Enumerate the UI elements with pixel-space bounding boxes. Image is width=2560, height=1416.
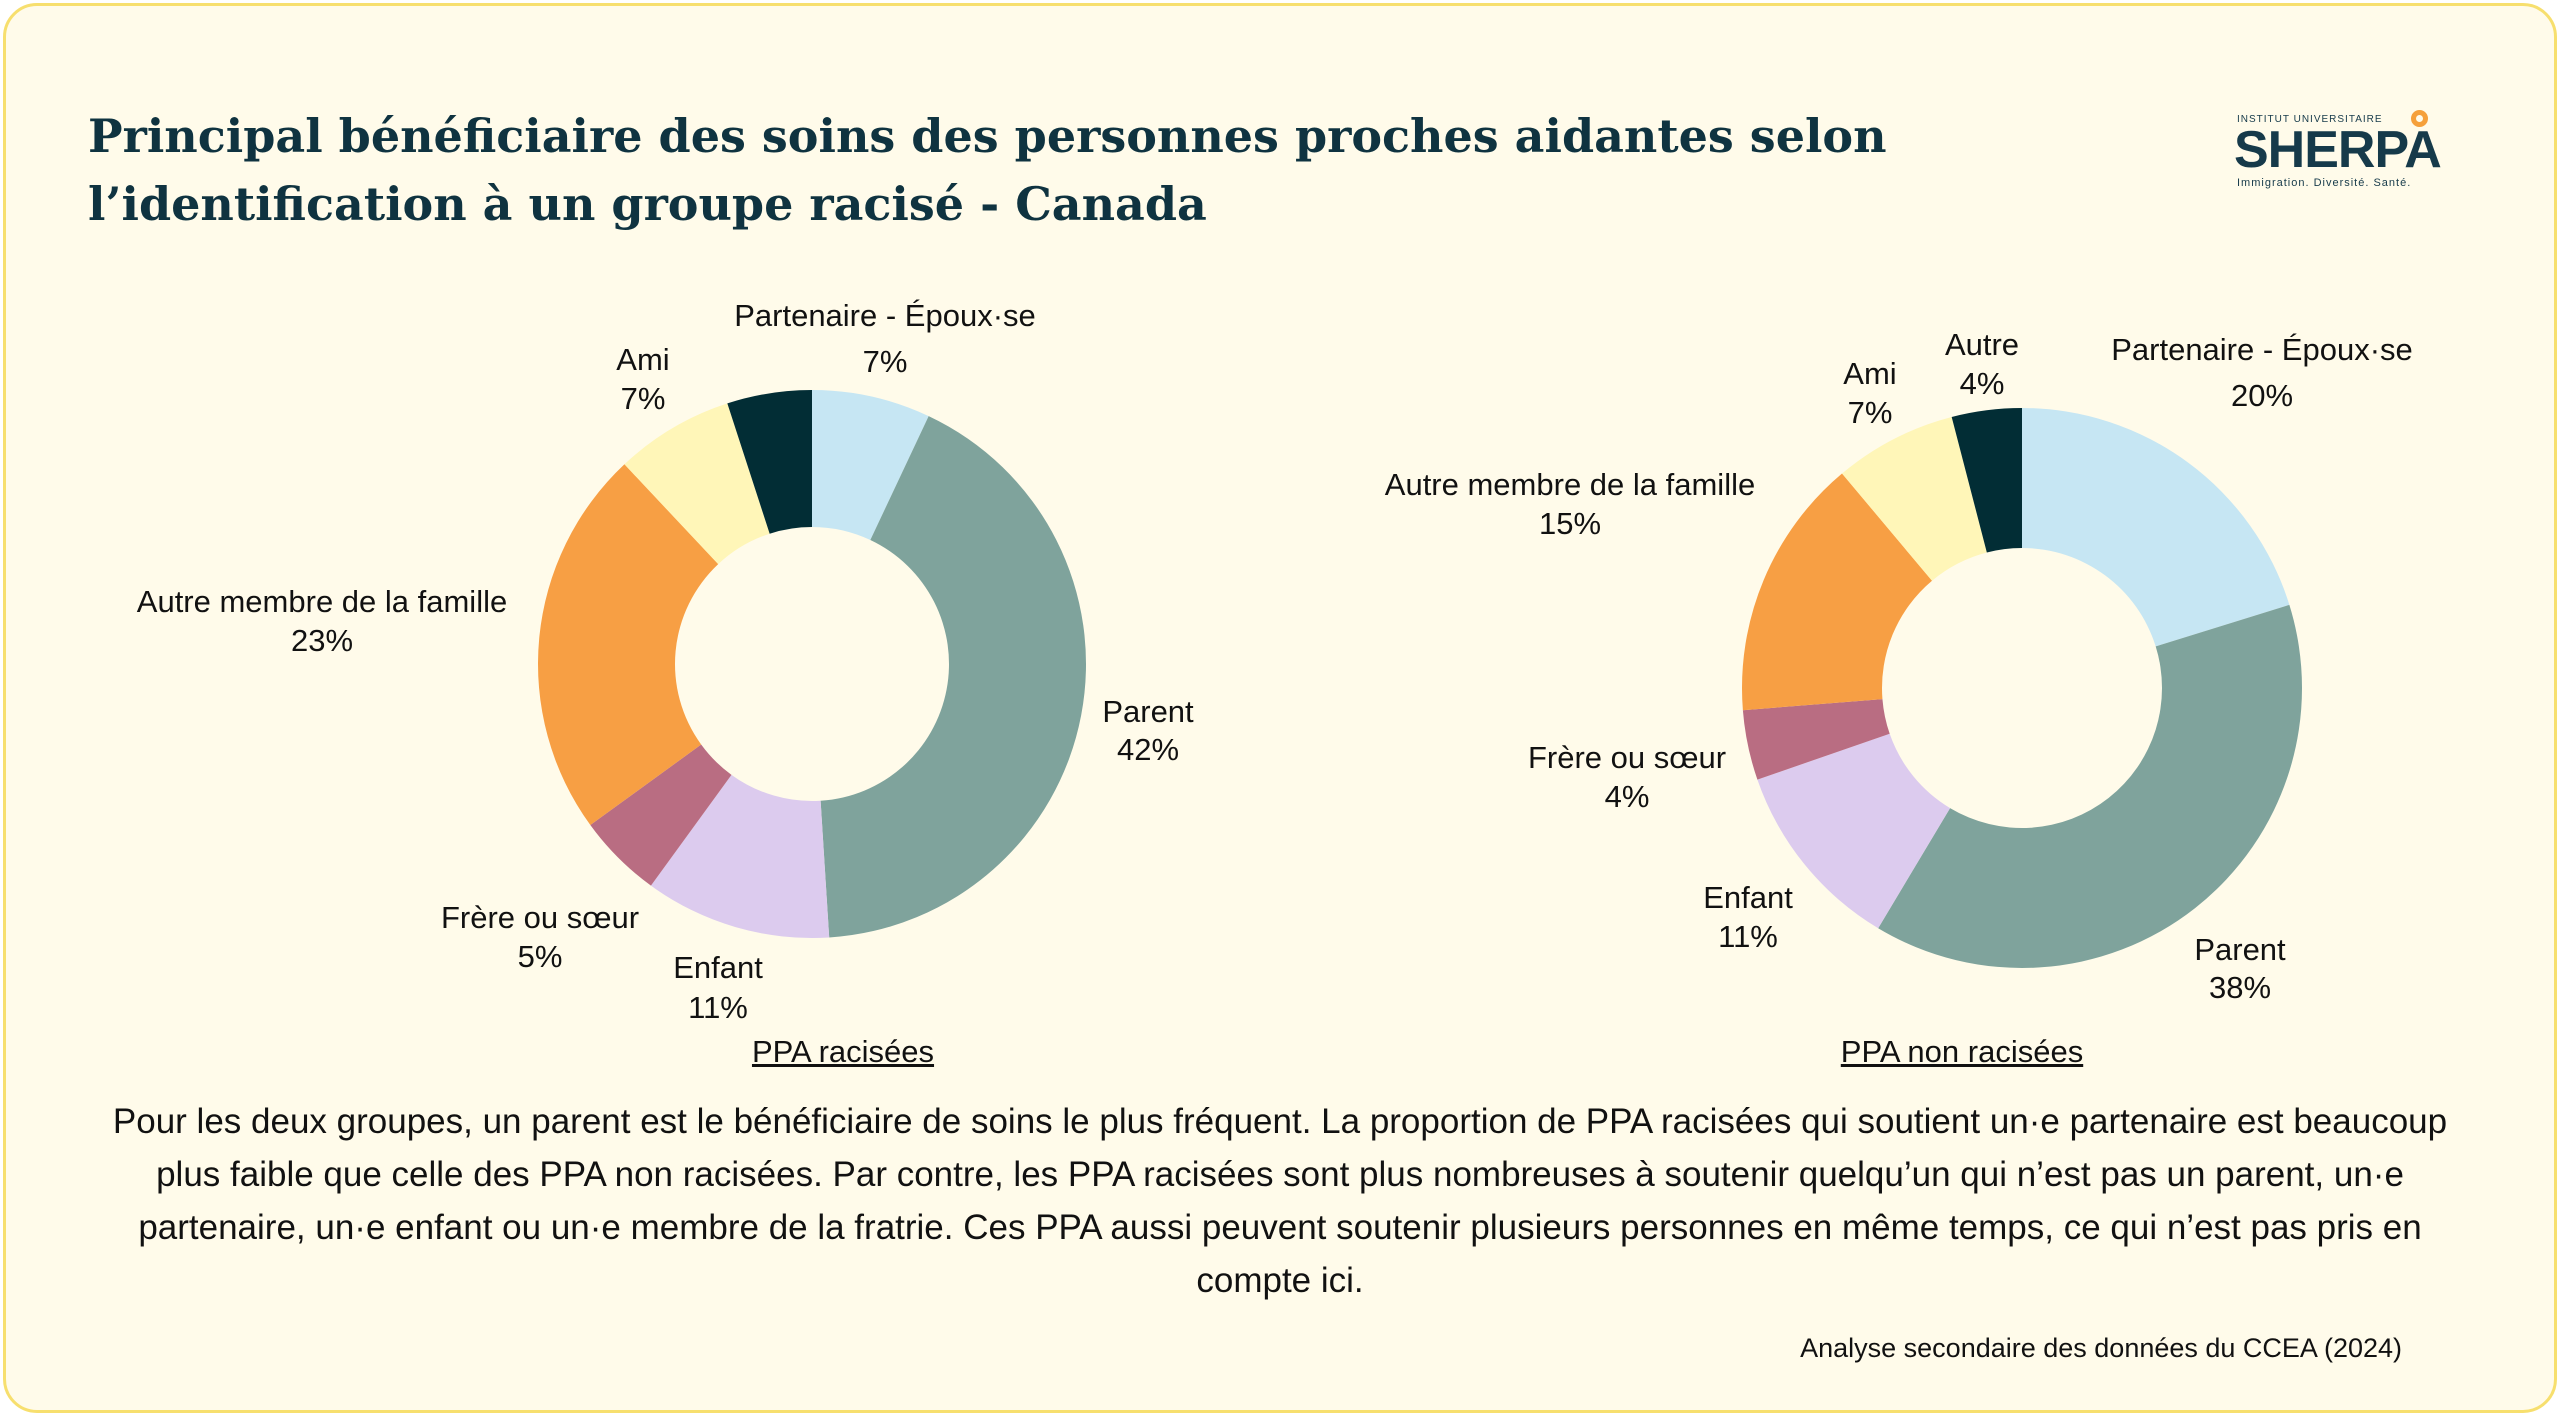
slice-label-0-2: Enfant bbox=[673, 950, 763, 985]
slice-label-1-3: Frère ou sœur bbox=[1528, 740, 1726, 775]
donut-slice-0-0 bbox=[812, 390, 929, 541]
slice-label-0-3: Frère ou sœur bbox=[441, 900, 639, 935]
slice-label-1-5: Ami bbox=[1843, 356, 1896, 391]
slice-label-1-2: Enfant bbox=[1703, 880, 1793, 915]
summary-note: Pour les deux groupes, un parent est le … bbox=[112, 1102, 2448, 1300]
slice-label-1-1: Parent bbox=[2194, 932, 2286, 967]
page-title: Principal bénéficiaire des soins des per… bbox=[88, 109, 1887, 231]
slice-value-0-5: 7% bbox=[621, 381, 666, 416]
logo-tagline: Immigration. Diversité. Santé. bbox=[2237, 177, 2412, 189]
donut-slice-0-5 bbox=[624, 403, 770, 565]
sherpa-logo: INSTITUT UNIVERSITAIRE SHERPA Immigratio… bbox=[2234, 110, 2444, 190]
slice-value-1-5: 7% bbox=[1848, 395, 1893, 430]
donut-slice-1-4 bbox=[1742, 473, 1933, 711]
slice-label-1-4: Autre membre de la famille bbox=[1385, 467, 1755, 502]
donut-slice-0-6 bbox=[727, 390, 812, 534]
slice-value-1-4: 15% bbox=[1539, 506, 1601, 541]
infographic-card bbox=[3, 3, 2557, 1413]
slice-value-0-4: 23% bbox=[291, 623, 353, 658]
donut-slice-0-3 bbox=[590, 744, 732, 886]
slice-label-0-0: Partenaire - Époux·se bbox=[734, 298, 1036, 333]
slice-label-0-4: Autre membre de la famille bbox=[137, 584, 507, 619]
donut-slice-1-2 bbox=[1757, 733, 1951, 929]
donut-slice-0-4 bbox=[538, 464, 719, 826]
slice-label-0-5: Ami bbox=[616, 342, 669, 377]
donut-slice-0-2 bbox=[650, 774, 830, 938]
chart-caption-racisees: PPA racisées bbox=[751, 1034, 935, 1069]
slice-value-1-0: 20% bbox=[2231, 378, 2293, 413]
slice-value-0-0: 7% bbox=[863, 344, 908, 379]
source-note: Analyse secondaire des données du CCEA (… bbox=[1800, 1333, 2402, 1363]
slice-label-1-6: Autre bbox=[1945, 327, 2019, 362]
donut-slice-1-6 bbox=[1951, 408, 2022, 553]
slice-value-1-2: 11% bbox=[1718, 919, 1778, 954]
logo-small-text: INSTITUT UNIVERSITAIRE bbox=[2237, 114, 2383, 125]
logo-ring-icon bbox=[2411, 110, 2428, 127]
slice-label-0-1: Parent bbox=[1102, 694, 1194, 729]
donut-slice-1-5 bbox=[1842, 416, 1987, 581]
slice-value-0-3: 5% bbox=[518, 939, 563, 974]
logo-brand: SHERPA bbox=[2234, 121, 2442, 179]
donut-slice-1-0 bbox=[2022, 408, 2290, 647]
slice-label-1-0: Partenaire - Époux·se bbox=[2111, 332, 2413, 367]
slice-value-1-3: 4% bbox=[1605, 779, 1650, 814]
slice-value-1-6: 4% bbox=[1960, 366, 2005, 401]
slice-value-0-1: 42% bbox=[1117, 732, 1179, 767]
donut-slice-1-1 bbox=[1878, 604, 2302, 968]
slice-value-0-2: 11% bbox=[688, 990, 748, 1025]
chart-caption-non-racisees: PPA non racisées bbox=[1840, 1034, 2084, 1069]
slice-value-1-1: 38% bbox=[2209, 970, 2271, 1005]
donut-slice-1-3 bbox=[1742, 699, 1890, 780]
donut-slice-0-1 bbox=[820, 416, 1087, 938]
